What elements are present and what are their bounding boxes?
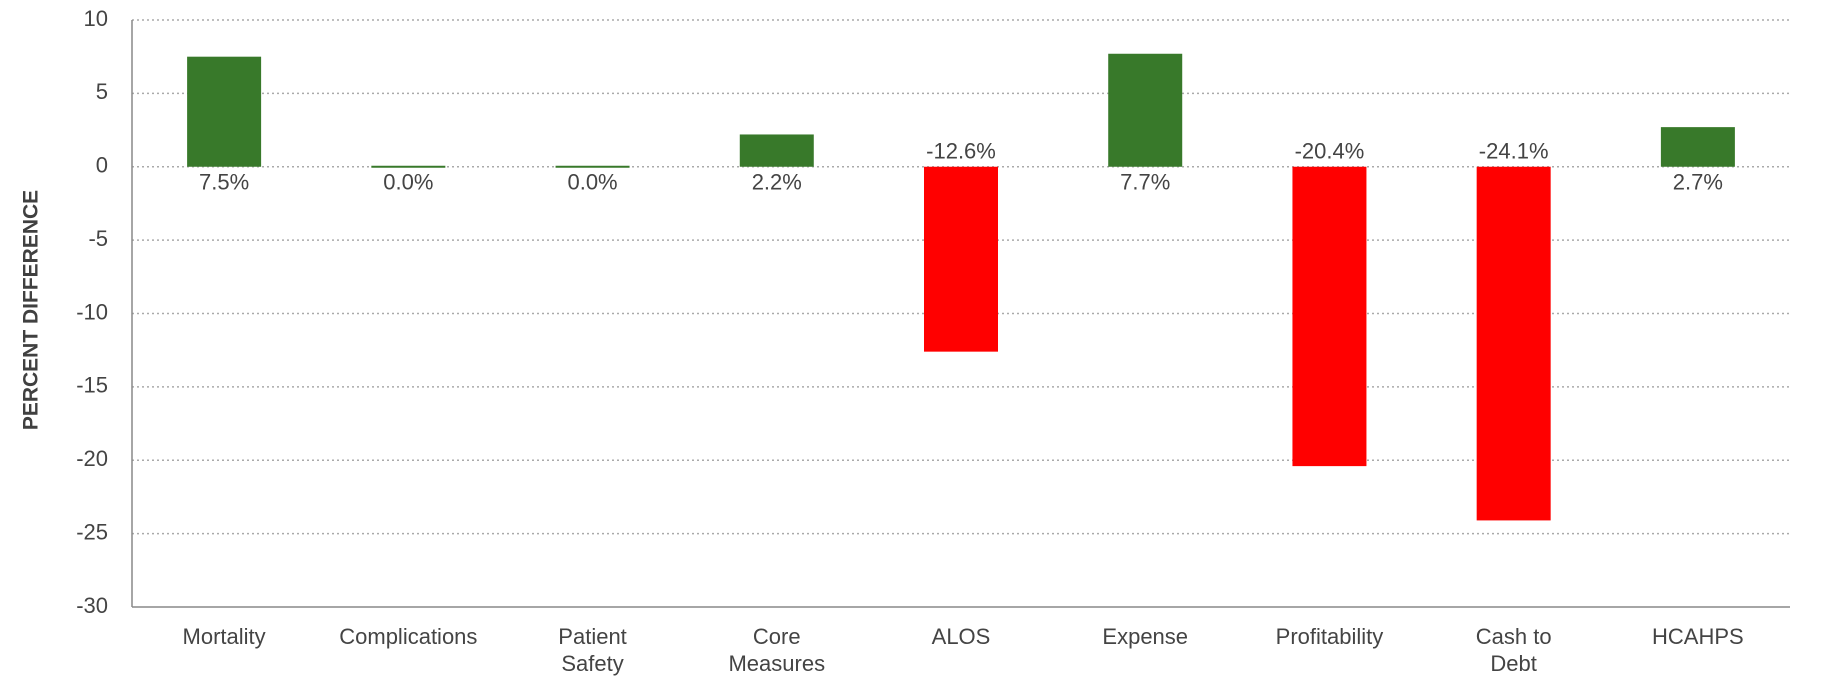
x-tick-label: Complications [339, 624, 478, 649]
y-tick-label: -15 [76, 373, 108, 398]
x-tick-label: Core Measures [728, 624, 826, 676]
y-tick-label: -30 [76, 593, 108, 618]
bar [739, 134, 814, 167]
y-tick-label: 0 [96, 153, 108, 178]
data-label: -20.4% [1295, 139, 1365, 164]
x-tick-label: Expense [1102, 624, 1189, 649]
y-tick-label: -10 [76, 299, 108, 324]
x-tick-label: Profitability [1275, 624, 1384, 649]
data-label: -24.1% [1479, 139, 1549, 164]
bar [187, 56, 262, 167]
x-tick-label: HCAHPS [1652, 624, 1744, 649]
bar [1292, 166, 1367, 467]
x-tick-label: Mortality [182, 624, 266, 649]
bar [1476, 166, 1551, 521]
y-tick-label: 10 [84, 6, 108, 31]
x-tick-label: Patient Safety [558, 624, 627, 676]
data-label: 7.7% [1120, 170, 1170, 195]
bar [555, 165, 630, 168]
y-tick-label: -5 [88, 226, 108, 251]
x-tick-label: ALOS [931, 624, 991, 649]
data-label: 2.7% [1673, 170, 1723, 195]
data-label: 2.2% [752, 170, 802, 195]
data-label: 7.5% [199, 170, 249, 195]
data-label: 0.0% [567, 170, 617, 195]
y-tick-label: 5 [96, 79, 108, 104]
bar [1660, 127, 1735, 167]
y-axis-label: PERCENT DIFFERENCE [20, 190, 43, 430]
y-tick-label: -25 [76, 519, 108, 544]
bar [924, 166, 998, 352]
y-tick-label: -20 [76, 446, 108, 471]
bar [371, 165, 446, 168]
data-label: -12.6% [926, 139, 996, 164]
data-label: 0.0% [383, 170, 433, 195]
x-tick-label: Cash to Debt [1475, 624, 1552, 676]
bar [1108, 53, 1183, 167]
